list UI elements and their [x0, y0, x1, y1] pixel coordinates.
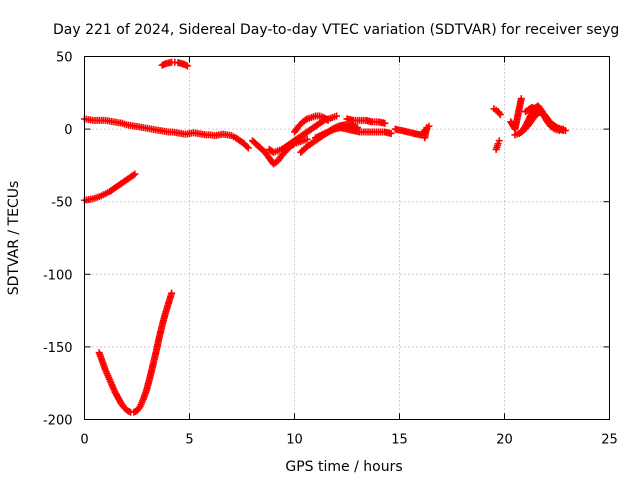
data-point-marker — [495, 137, 503, 145]
track-main — [81, 115, 252, 152]
x-tick-label: 25 — [601, 433, 618, 448]
track-20h-cross — [507, 95, 525, 133]
data-point-marker — [183, 62, 191, 70]
y-tick-label: 0 — [64, 123, 72, 138]
data-point-marker — [387, 129, 395, 137]
track-minus-50 — [81, 170, 139, 204]
data-point-marker — [130, 171, 137, 179]
plot-frame — [84, 56, 610, 420]
data-points — [81, 58, 569, 416]
x-tick-label: 5 — [185, 433, 193, 448]
track-15h — [391, 125, 431, 139]
x-tick-label: 20 — [496, 433, 513, 448]
data-point-marker — [244, 144, 252, 152]
data-point-marker — [495, 109, 503, 117]
grid-lines — [84, 56, 610, 420]
data-point-marker — [324, 116, 332, 124]
y-tick-label: -150 — [43, 341, 73, 356]
y-axis-label: SDTVAR / TECUs — [6, 181, 22, 296]
data-point-marker — [323, 115, 331, 123]
data-point-marker — [168, 289, 176, 297]
data-point-marker — [303, 135, 311, 143]
data-point-marker — [559, 127, 567, 135]
data-point-marker — [381, 119, 389, 127]
track-13h — [343, 115, 389, 127]
data-point-marker — [496, 111, 504, 119]
data-point-marker — [425, 122, 433, 130]
y-tick-label: -100 — [43, 268, 73, 283]
track-11h-d — [312, 124, 395, 142]
track-16h — [421, 122, 433, 142]
track-deep-u — [95, 289, 176, 416]
data-point-marker — [517, 95, 525, 103]
data-point-marker — [243, 143, 251, 151]
y-tick-label: 50 — [56, 51, 73, 66]
track-19h-b — [492, 137, 503, 153]
x-tick-label: 15 — [391, 433, 408, 448]
chart-title: Day 221 of 2024, Sidereal Day-to-day VTE… — [53, 22, 619, 38]
data-point-marker — [333, 112, 340, 120]
axis-ticks: 0 5 10 15 20 25 -200 -150 -100 -50 0 50 — [43, 51, 618, 448]
track-high-arc — [158, 58, 191, 70]
track-19h-a — [490, 105, 504, 119]
track-10h-b — [291, 112, 332, 136]
x-tick-label: 10 — [286, 433, 303, 448]
y-tick-label: -200 — [43, 414, 73, 429]
y-tick-label: -50 — [51, 196, 72, 211]
data-point-marker — [131, 170, 139, 178]
x-tick-label: 0 — [80, 433, 88, 448]
x-axis-label: GPS time / hours — [285, 459, 402, 475]
track-21h-c — [522, 103, 567, 135]
